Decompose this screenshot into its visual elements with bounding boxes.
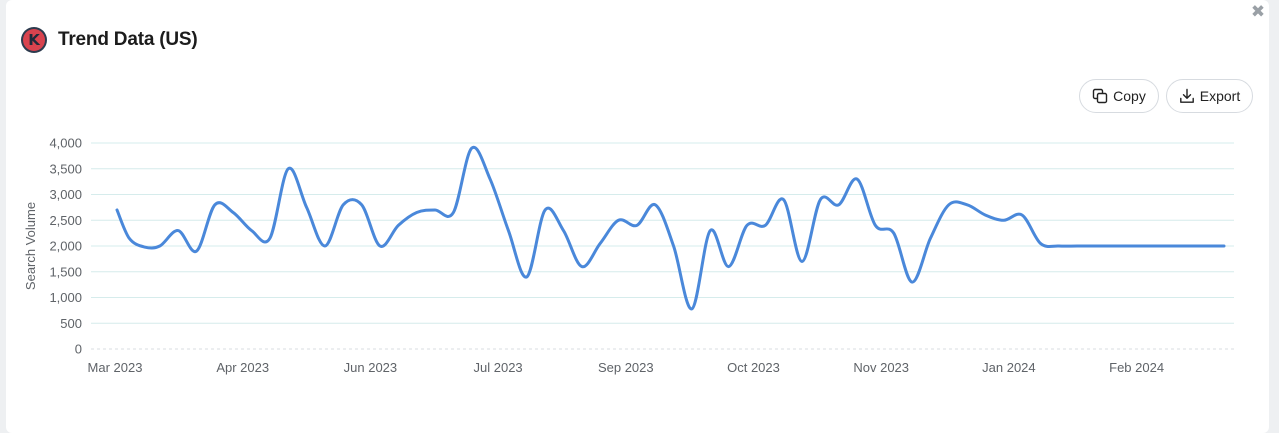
logo-letter: K xyxy=(23,29,45,51)
x-tick-label: Sep 2023 xyxy=(598,360,654,375)
series-line xyxy=(115,145,1226,311)
y-tick-label: 2,000 xyxy=(49,239,82,254)
trend-line-chart: 0 500 1,000 1,500 2,000 2,500 3,000 3,500 4,000 M… xyxy=(23,136,1234,375)
x-tick-label: Apr 2023 xyxy=(216,360,269,375)
y-tick-label: 3,000 xyxy=(49,187,82,202)
dialog-header: K Trend Data (US) xyxy=(21,27,198,53)
y-axis-label: Search Volume xyxy=(23,202,38,290)
y-tick-label: 3,500 xyxy=(49,161,82,176)
x-tick-label: Feb 2024 xyxy=(1109,360,1164,375)
page-title: Trend Data (US) xyxy=(58,29,198,50)
trend-data-dialog: ✖ K Trend Data (US) Copy Export 0 500 1,00… xyxy=(6,0,1269,433)
x-tick-label: Nov 2023 xyxy=(853,360,909,375)
x-tick-label: Mar 2023 xyxy=(88,360,143,375)
y-tick-label: 0 xyxy=(75,342,82,357)
copy-icon xyxy=(1092,88,1108,104)
y-tick-label: 4,000 xyxy=(49,136,82,151)
close-icon[interactable]: ✖ xyxy=(1250,2,1266,21)
export-label: Export xyxy=(1199,88,1241,104)
app-logo: K xyxy=(21,27,47,53)
y-tick-label: 500 xyxy=(60,316,82,331)
y-tick-label: 1,000 xyxy=(49,290,82,305)
export-button[interactable]: Export xyxy=(1166,79,1253,113)
x-tick-label: Oct 2023 xyxy=(727,360,780,375)
y-tick-label: 1,500 xyxy=(49,264,82,279)
copy-label: Copy xyxy=(1113,88,1146,104)
x-tick-label: Jul 2023 xyxy=(474,360,523,375)
y-tick-label: 2,500 xyxy=(49,213,82,228)
copy-button[interactable]: Copy xyxy=(1079,79,1159,113)
x-tick-label: Jun 2023 xyxy=(344,360,398,375)
download-icon xyxy=(1179,88,1194,103)
x-tick-label: Jan 2024 xyxy=(982,360,1036,375)
